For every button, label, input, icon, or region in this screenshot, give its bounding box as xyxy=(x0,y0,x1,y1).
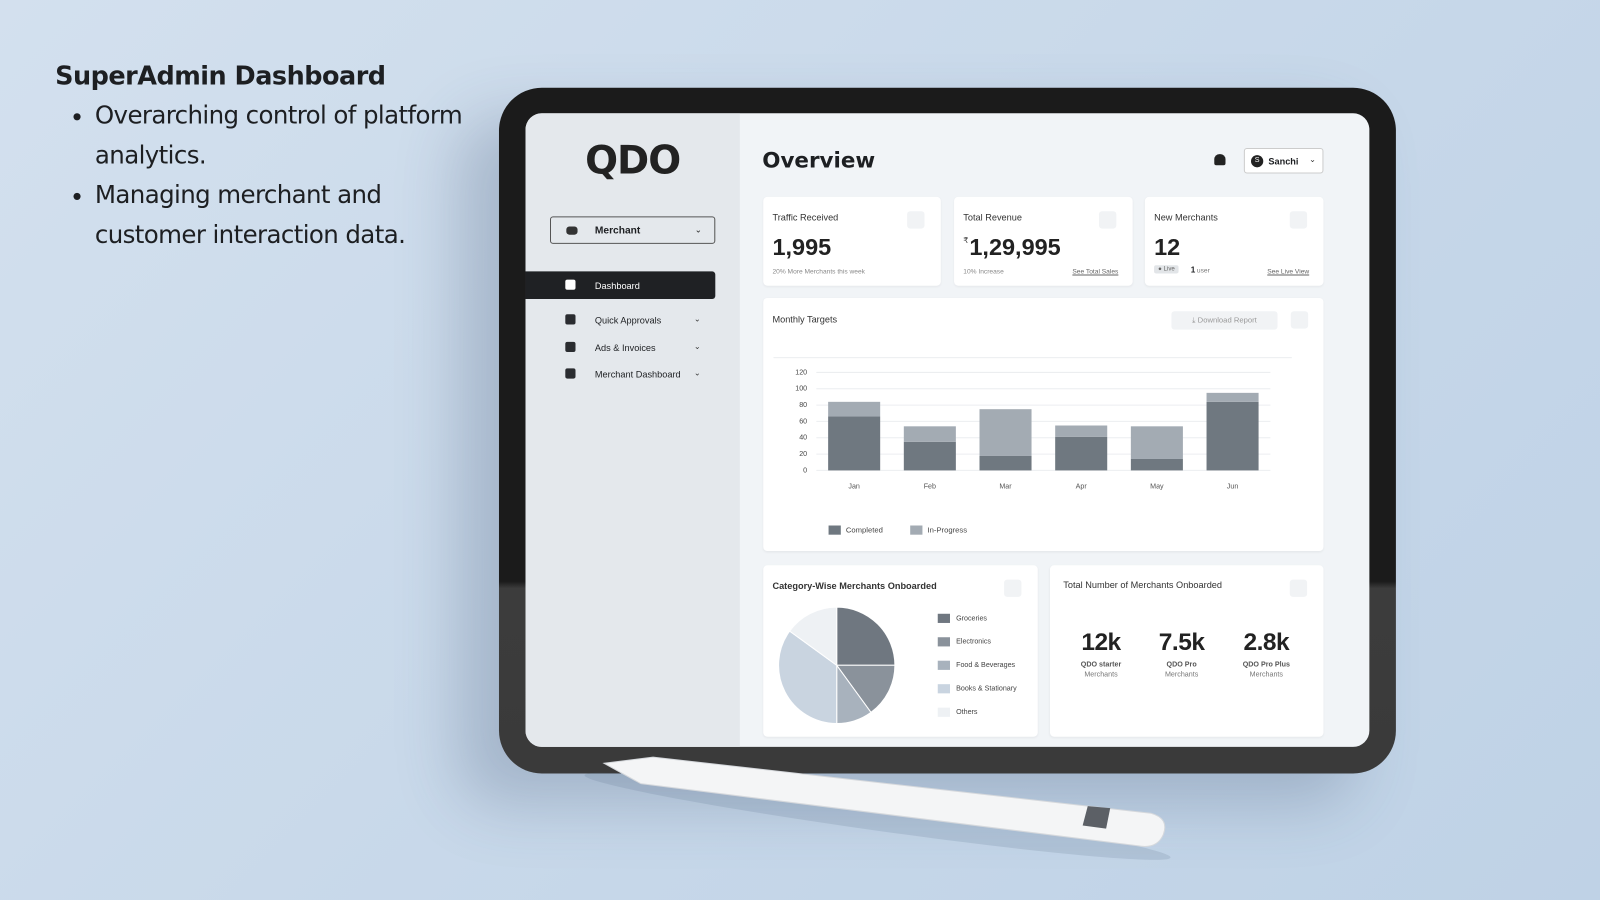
chevron: ⌄ xyxy=(693,314,701,324)
onboarded-card: Total Number of Merchants Onboarded 12k … xyxy=(1049,565,1324,737)
card-value: 1,995 xyxy=(772,233,832,261)
menu-item[interactable]: Ads & Invoices ⌄ xyxy=(526,334,716,362)
card-icon xyxy=(1289,211,1308,229)
stat-plan: QDO Pro Plus xyxy=(1242,661,1290,669)
card-icon xyxy=(907,211,925,229)
bullet: Managing merchant and customer interacti… xyxy=(95,176,462,256)
stat-card: Traffic Received 1,995 20% More Merchant… xyxy=(763,196,941,286)
download-button[interactable]: ⤓ Download Report xyxy=(1171,311,1278,330)
button-label: Download Report xyxy=(1197,315,1257,325)
currency: ₹ xyxy=(963,235,969,245)
card-link[interactable]: See Live View xyxy=(1267,268,1310,276)
stat-plan: QDO starter xyxy=(1080,661,1122,669)
card-icon xyxy=(1004,579,1022,597)
card-icon xyxy=(1290,311,1309,329)
user-name: Sanchi xyxy=(1268,156,1299,167)
slide-title: SuperAdmin Dashboard xyxy=(55,61,386,91)
card-title: Traffic Received xyxy=(772,212,839,223)
avatar: S xyxy=(1251,155,1264,168)
menu-icon xyxy=(565,279,576,290)
chart-card: Monthly Targets ⤓ Download Report xyxy=(763,297,1324,552)
chart-card: Category-Wise Merchants Onboarded xyxy=(763,565,1038,737)
users-icon xyxy=(566,226,578,235)
card-value: 12 xyxy=(1154,233,1181,261)
menu-icon xyxy=(565,341,576,353)
stat-value: 12k xyxy=(1081,628,1121,657)
card-icon xyxy=(1289,579,1308,597)
stat: 7.5k QDO Pro Merchants xyxy=(1141,629,1223,679)
stat: 12k QDO starter Merchants xyxy=(1060,629,1142,679)
stat-value: 2.8k xyxy=(1243,628,1290,657)
menu-item[interactable]: Quick Approvals ⌄ xyxy=(526,306,716,334)
badge-label: Live xyxy=(1163,266,1175,273)
stat-plan: QDO Pro xyxy=(1166,661,1197,669)
logo: QDO xyxy=(585,137,681,183)
user-count: 1 xyxy=(1190,265,1196,275)
menu-label: Merchant Dashboard xyxy=(594,369,681,380)
stat-label: Merchants xyxy=(1249,671,1283,679)
chevron: ⌄ xyxy=(693,341,701,352)
stylus xyxy=(584,756,1171,860)
stat: 2.8k QDO Pro Plus Merchants xyxy=(1226,629,1308,679)
stat-card: New Merchants 12 ● Live 1 user See Live … xyxy=(1144,196,1324,286)
chevron: ⌄ xyxy=(694,225,702,235)
chart-title: Category-Wise Merchants Onboarded xyxy=(772,580,937,591)
menu-label: Quick Approvals xyxy=(594,315,662,326)
menu-label: Dashboard xyxy=(594,280,640,291)
page-title: Overview xyxy=(762,147,876,173)
menu-label: Ads & Invoices xyxy=(594,342,656,354)
divider xyxy=(773,357,1292,359)
menu-icon xyxy=(565,368,576,379)
user-menu[interactable]: S Sanchi ⌄ xyxy=(1243,147,1324,174)
chevron: ⌄ xyxy=(1309,155,1317,165)
bullet: Overarching control of platform analytic… xyxy=(95,96,463,176)
card-title: Total Number of Merchants Onboarded xyxy=(1063,579,1223,590)
bullet-list: Overarching control of platform analytic… xyxy=(45,96,463,256)
card-title: Total Revenue xyxy=(963,212,1022,223)
card-note: 10% Increase xyxy=(963,268,1004,276)
card-value: 1,29,995 xyxy=(969,233,1061,261)
sidebar: QDO Merchant ⌄ Dashboard Quick Approvals… xyxy=(525,113,740,747)
chart-title: Monthly Targets xyxy=(772,314,838,325)
stat-label: Merchants xyxy=(1164,671,1199,679)
stat-card: Total Revenue ₹ 1,29,995 10% Increase Se… xyxy=(954,196,1133,286)
menu-icon xyxy=(565,314,576,325)
card-link[interactable]: See Total Sales xyxy=(1072,268,1119,276)
live-badge: ● Live xyxy=(1154,265,1179,274)
bell-icon[interactable] xyxy=(1214,154,1226,166)
card-title: New Merchants xyxy=(1154,212,1218,223)
tablet-screen: QDO Merchant ⌄ Dashboard Quick Approvals… xyxy=(525,113,1370,747)
stylus-band xyxy=(1082,806,1111,829)
stylus-shadow xyxy=(584,772,1171,860)
stat-label: Merchants xyxy=(1084,671,1118,679)
stat-value: 7.5k xyxy=(1158,628,1205,657)
card-note: 20% More Merchants this week xyxy=(772,268,865,276)
user-count-label: user xyxy=(1196,267,1210,275)
menu-item[interactable]: Merchant Dashboard ⌄ xyxy=(526,360,716,388)
menu-item[interactable]: Dashboard xyxy=(525,271,716,299)
merchant-selector[interactable]: Merchant ⌄ xyxy=(549,216,716,244)
selector-label: Merchant xyxy=(594,225,641,237)
card-icon xyxy=(1098,211,1117,229)
chevron: ⌄ xyxy=(693,368,701,378)
